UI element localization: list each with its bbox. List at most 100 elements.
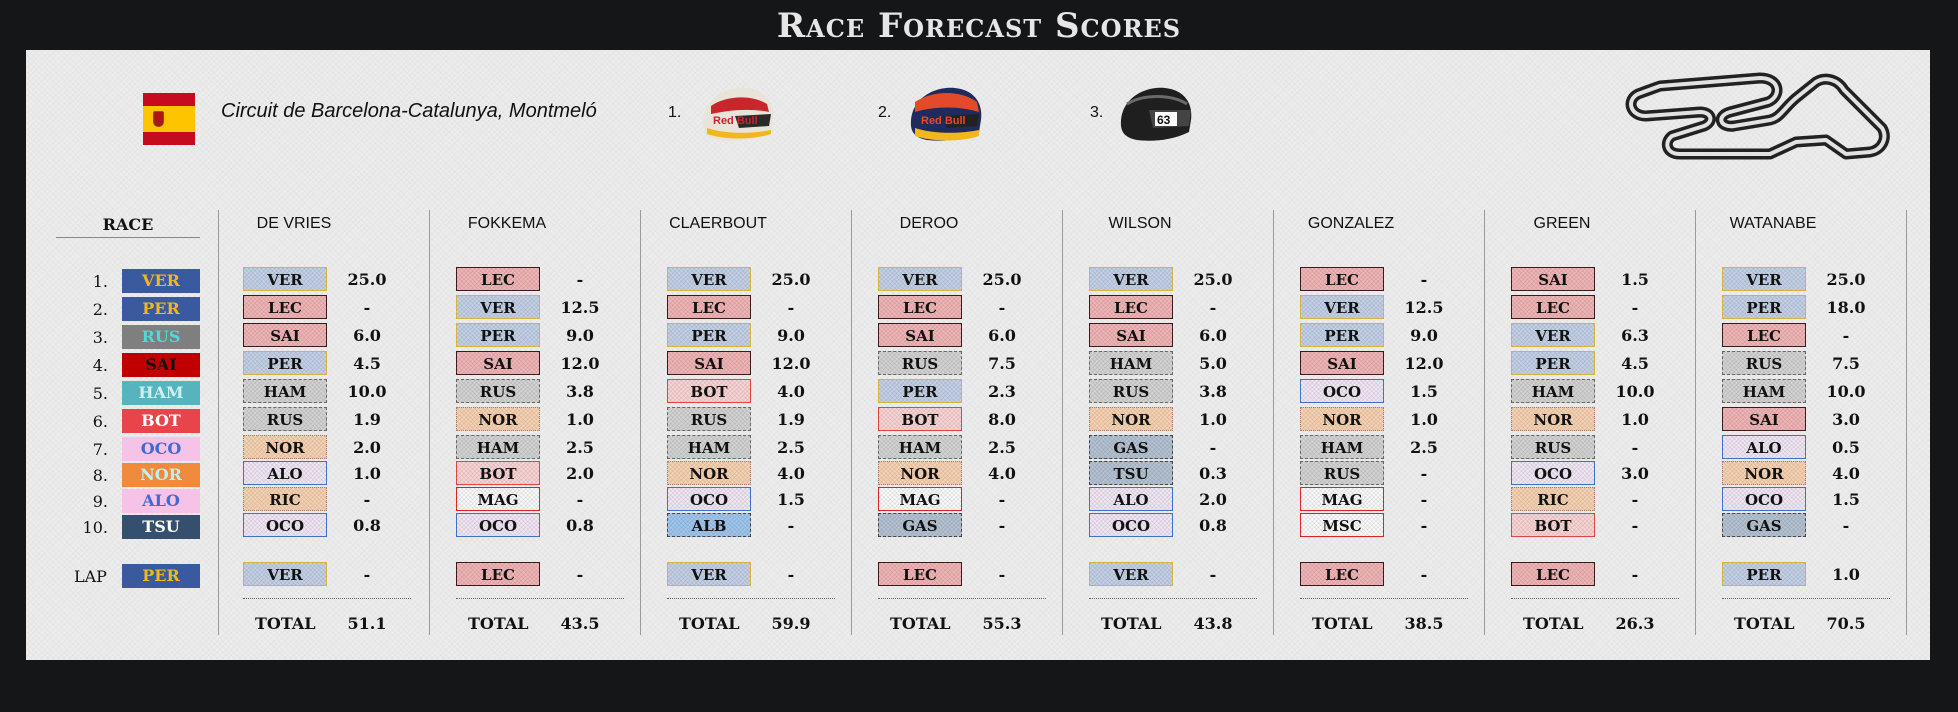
- player-pick-score: 10.0: [347, 382, 387, 401]
- player-pick-driver: NOR: [878, 461, 962, 485]
- player-pick-score: 6.0: [988, 326, 1016, 345]
- player-pick-score: 3.0: [1621, 464, 1649, 483]
- player-pick-driver: PER: [456, 323, 540, 347]
- player-pick-score: 1.9: [353, 410, 381, 429]
- player-pick-score: 4.0: [777, 382, 805, 401]
- player-pick-score: 9.0: [1410, 326, 1438, 345]
- svg-text:63: 63: [1157, 113, 1171, 127]
- player-pick-driver: ALO: [1089, 487, 1173, 511]
- player-pick-driver: PER: [878, 379, 962, 403]
- player-pick-score: 2.0: [566, 464, 594, 483]
- player-total-score: 51.1: [347, 614, 387, 633]
- player-pick-score: 18.0: [1826, 298, 1866, 317]
- player-pick-score: 1.0: [1621, 410, 1649, 429]
- svg-text:Red Bull: Red Bull: [713, 115, 758, 127]
- player-pick-score: 25.0: [1193, 270, 1233, 289]
- race-result-driver: NOR: [122, 463, 200, 487]
- player-name: WATANABE: [1729, 215, 1817, 232]
- race-result-driver: TSU: [122, 515, 200, 539]
- player-pick-score: 9.0: [777, 326, 805, 345]
- player-pick-score: -: [1209, 438, 1217, 457]
- player-pick-score: 0.8: [1199, 516, 1227, 535]
- player-pick-driver: RIC: [243, 487, 327, 511]
- player-lap-pick: VER: [243, 562, 327, 586]
- player-pick-score: -: [787, 516, 795, 535]
- column-separator: [640, 210, 641, 635]
- player-pick-driver: BOT: [1511, 513, 1595, 537]
- player-name: DEROO: [899, 215, 959, 232]
- player-pick-driver: VER: [1300, 295, 1384, 319]
- player-pick-score: -: [1420, 516, 1428, 535]
- player-pick-score: 4.5: [353, 354, 381, 373]
- player-name: DE VRIES: [256, 215, 332, 232]
- player-pick-score: 4.0: [988, 464, 1016, 483]
- red-bull-helmet-icon: Red Bull: [702, 87, 774, 141]
- race-position-number: 9.: [92, 492, 108, 511]
- player-pick-score: -: [363, 490, 371, 509]
- player-pick-driver: HAM: [1511, 379, 1595, 403]
- player-name: GREEN: [1533, 215, 1591, 232]
- player-pick-score: 3.8: [1199, 382, 1227, 401]
- player-pick-score: -: [998, 298, 1006, 317]
- player-total-score: 43.5: [560, 614, 600, 633]
- player-pick-driver: NOR: [1300, 407, 1384, 431]
- total-label: TOTAL: [679, 614, 740, 633]
- race-position-number: 3.: [92, 328, 108, 347]
- player-pick-driver: BOT: [667, 379, 751, 403]
- player-lap-score: -: [576, 565, 584, 584]
- player-pick-score: 4.5: [1621, 354, 1649, 373]
- player-pick-score: -: [1420, 270, 1428, 289]
- player-lap-score: -: [787, 565, 795, 584]
- column-separator: [1695, 210, 1696, 635]
- race-result-driver: HAM: [122, 381, 200, 405]
- player-pick-driver: MAG: [878, 487, 962, 511]
- player-lap-pick: LEC: [456, 562, 540, 586]
- column-separator: [218, 210, 219, 635]
- player-pick-driver: RIC: [1511, 487, 1595, 511]
- player-pick-driver: SAI: [667, 351, 751, 375]
- player-lap-pick: PER: [1722, 562, 1806, 586]
- column-separator: [1484, 210, 1485, 635]
- player-pick-score: 12.0: [560, 354, 600, 373]
- player-pick-driver: OCO: [456, 513, 540, 537]
- player-pick-driver: SAI: [456, 351, 540, 375]
- player-pick-score: 3.8: [566, 382, 594, 401]
- total-label: TOTAL: [1523, 614, 1584, 633]
- player-pick-driver: LEC: [1511, 295, 1595, 319]
- player-pick-driver: OCO: [1089, 513, 1173, 537]
- player-pick-driver: OCO: [1722, 487, 1806, 511]
- player-pick-driver: RUS: [243, 407, 327, 431]
- race-result-driver: SAI: [122, 353, 200, 377]
- player-pick-score: 6.0: [353, 326, 381, 345]
- player-total-score: 43.8: [1193, 614, 1233, 633]
- player-pick-driver: SAI: [1722, 407, 1806, 431]
- podium-2-number: 2.: [878, 104, 892, 121]
- player-pick-score: 4.0: [777, 464, 805, 483]
- player-pick-driver: ALO: [1722, 435, 1806, 459]
- player-name: FOKKEMA: [467, 215, 547, 232]
- race-position-number: 4.: [92, 356, 108, 375]
- player-pick-driver: RUS: [1300, 461, 1384, 485]
- player-pick-score: -: [998, 516, 1006, 535]
- player-lap-score: -: [363, 565, 371, 584]
- player-lap-pick: LEC: [878, 562, 962, 586]
- podium-1-number: 1.: [668, 104, 682, 121]
- player-pick-score: 1.0: [353, 464, 381, 483]
- player-pick-driver: NOR: [1089, 407, 1173, 431]
- race-header: RACE: [56, 215, 200, 238]
- player-pick-score: 25.0: [771, 270, 811, 289]
- race-position-number: 6.: [92, 412, 108, 431]
- player-pick-score: 12.5: [560, 298, 600, 317]
- player-pick-driver: VER: [456, 295, 540, 319]
- player-name: GONZALEZ: [1307, 215, 1395, 232]
- player-pick-driver: NOR: [667, 461, 751, 485]
- race-position-number: 8.: [92, 466, 108, 485]
- race-result-driver: BOT: [122, 409, 200, 433]
- player-pick-score: 1.0: [1199, 410, 1227, 429]
- player-lap-pick: VER: [667, 562, 751, 586]
- player-pick-score: 6.0: [1199, 326, 1227, 345]
- player-pick-driver: MSC: [1300, 513, 1384, 537]
- player-pick-score: -: [363, 298, 371, 317]
- race-result-driver: RUS: [122, 325, 200, 349]
- player-pick-driver: SAI: [1089, 323, 1173, 347]
